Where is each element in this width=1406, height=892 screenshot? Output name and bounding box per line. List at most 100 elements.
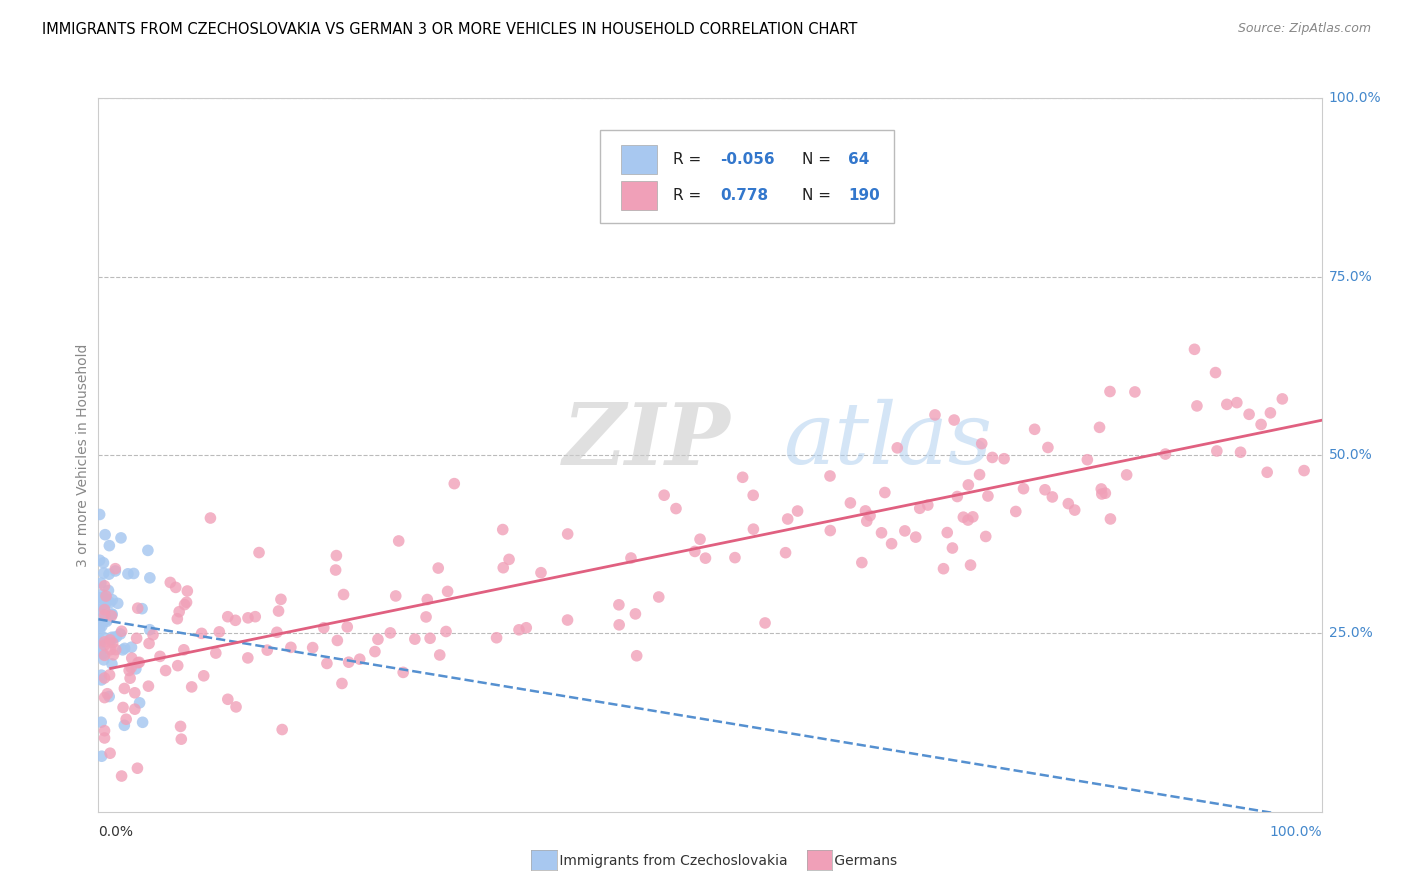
Point <box>131 715 153 730</box>
Point <box>1205 366 1227 380</box>
Point <box>607 598 630 612</box>
Point <box>1004 504 1026 518</box>
Point <box>332 588 354 602</box>
Point <box>1063 503 1085 517</box>
Point <box>101 636 124 650</box>
Point <box>943 413 966 427</box>
Point <box>190 626 212 640</box>
Point <box>936 525 959 540</box>
Point <box>742 488 765 502</box>
Bar <box>620 181 658 210</box>
Point <box>180 680 202 694</box>
Point <box>404 632 426 647</box>
Point <box>941 541 963 555</box>
Point <box>110 531 132 545</box>
Point <box>271 723 294 737</box>
Point <box>89 620 111 634</box>
Point <box>118 664 141 678</box>
Point <box>1012 482 1035 496</box>
Point <box>917 498 939 512</box>
Point <box>173 642 195 657</box>
Point <box>103 630 125 644</box>
Point <box>626 648 648 663</box>
Point <box>820 524 842 538</box>
Point <box>93 579 115 593</box>
Point <box>110 769 132 783</box>
Point <box>200 511 222 525</box>
Point <box>1090 482 1112 496</box>
Point <box>392 665 415 680</box>
Point <box>96 615 118 629</box>
Point <box>89 635 111 649</box>
Text: 25.0%: 25.0% <box>1329 626 1372 640</box>
Point <box>90 595 112 609</box>
Point <box>1088 420 1111 434</box>
Point <box>434 624 457 639</box>
Point <box>89 624 111 639</box>
Point <box>93 556 115 570</box>
Point <box>908 501 931 516</box>
Point <box>142 628 165 642</box>
Point <box>648 590 671 604</box>
Point <box>170 732 193 747</box>
Point <box>775 546 797 560</box>
Point <box>93 648 115 663</box>
Point <box>114 641 136 656</box>
Point <box>367 632 389 647</box>
Point <box>93 608 115 623</box>
Point <box>98 539 121 553</box>
Point <box>786 504 808 518</box>
Point <box>336 620 359 634</box>
Point <box>904 530 927 544</box>
Point <box>388 533 411 548</box>
Point <box>173 598 195 612</box>
Point <box>101 607 124 621</box>
Point <box>683 544 706 558</box>
Point <box>1184 343 1206 357</box>
Text: IMMIGRANTS FROM CZECHOSLOVAKIA VS GERMAN 3 OR MORE VEHICLES IN HOUSEHOLD CORRELA: IMMIGRANTS FROM CZECHOSLOVAKIA VS GERMAN… <box>42 22 858 37</box>
Point <box>754 615 776 630</box>
Point <box>101 632 124 647</box>
Point <box>416 592 439 607</box>
Point <box>94 611 117 625</box>
Point <box>498 552 520 566</box>
Point <box>855 504 877 518</box>
Point <box>93 723 115 738</box>
Point <box>101 592 124 607</box>
Point <box>121 651 143 665</box>
Point <box>859 508 882 523</box>
Text: atlas: atlas <box>783 400 993 482</box>
Point <box>1076 452 1098 467</box>
Point <box>138 623 160 637</box>
Point <box>839 496 862 510</box>
Point <box>89 637 111 651</box>
Point <box>924 408 946 422</box>
Point <box>1115 467 1137 482</box>
Point <box>492 560 515 574</box>
Point <box>125 632 148 646</box>
Point <box>256 643 278 657</box>
Point <box>1154 447 1177 461</box>
Point <box>419 632 441 646</box>
Point <box>695 551 717 566</box>
Point <box>107 596 129 610</box>
Point <box>96 613 118 627</box>
Point <box>326 633 349 648</box>
Point <box>96 687 118 701</box>
Point <box>93 653 115 667</box>
Point <box>1091 487 1114 501</box>
Point <box>236 651 259 665</box>
Point <box>159 575 181 590</box>
Point <box>325 563 347 577</box>
Point <box>225 699 247 714</box>
Point <box>128 696 150 710</box>
Point <box>818 469 841 483</box>
Point <box>93 600 115 615</box>
Point <box>1226 395 1249 409</box>
Point <box>270 592 292 607</box>
Point <box>665 501 688 516</box>
Point <box>90 673 112 687</box>
Point <box>337 655 360 669</box>
Point <box>886 441 908 455</box>
Y-axis label: 3 or more Vehicles in Household: 3 or more Vehicles in Household <box>76 343 90 566</box>
